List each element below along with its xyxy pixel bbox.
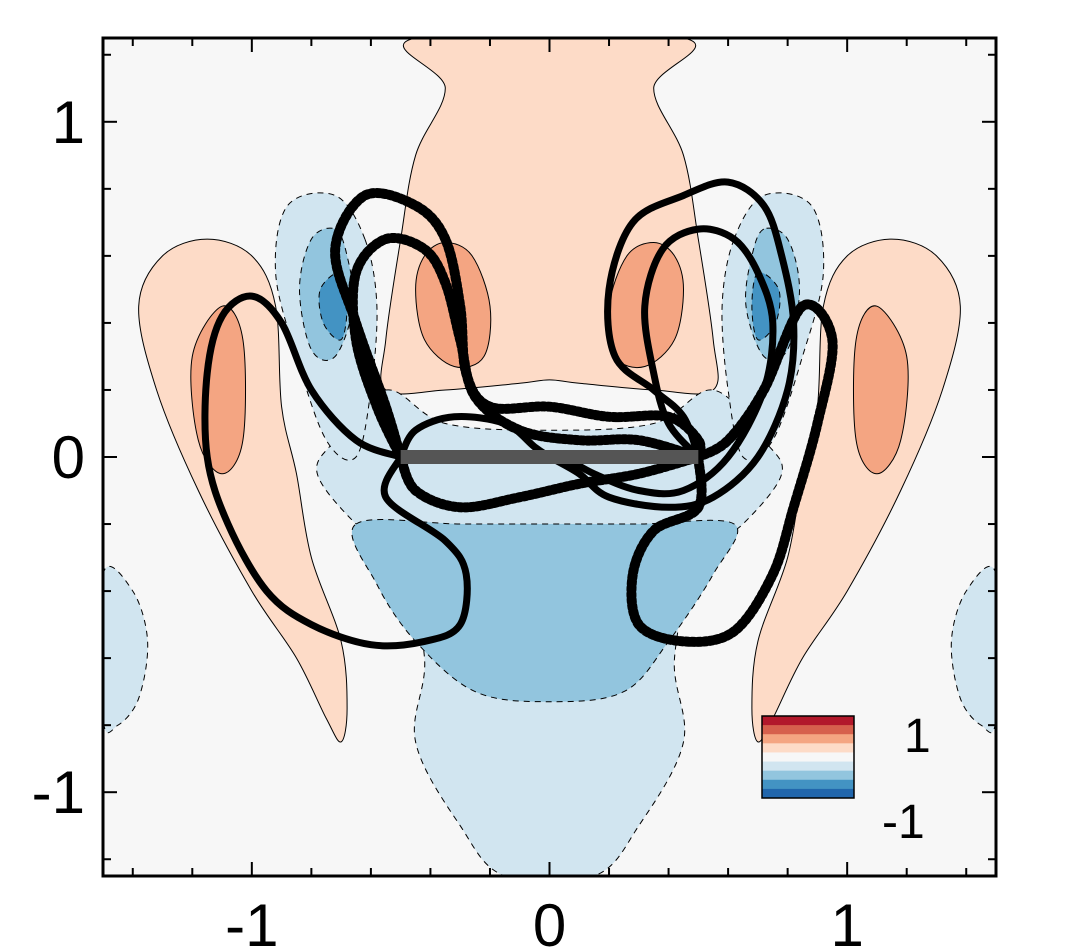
vortex-line-solid (201, 292, 471, 650)
vortex-lines (201, 178, 838, 650)
vortex-line-dashed (347, 233, 704, 462)
vortex-line-solid (560, 225, 777, 498)
colorbar-swatch (762, 734, 854, 744)
colorbar-swatch (762, 761, 854, 772)
y-tick-label: -1 (32, 759, 85, 826)
x-tick-label: -1 (225, 892, 278, 952)
vortex-line-solid (546, 178, 798, 511)
colorbar-swatch (762, 788, 854, 799)
x-tick-label: 1 (830, 892, 863, 952)
vortex-line-dashed (395, 452, 704, 513)
colorbar-min-label: -1 (882, 796, 925, 849)
vortex-line-dashed (626, 299, 838, 647)
vortex-line-solid (397, 413, 553, 461)
axis-ticks (103, 38, 996, 876)
colorbar-swatch (762, 716, 854, 726)
colorbar-swatch (762, 779, 854, 790)
contour-region-positive (852, 305, 909, 475)
contour-region-negative (103, 566, 149, 734)
y-tick-labels: -1 0 1 (32, 89, 85, 826)
colorbar-swatch (762, 743, 854, 753)
contour-region-negative (950, 566, 996, 734)
colorbar-legend: 1 -1 (761, 710, 931, 849)
x-tick-label: 0 (533, 892, 566, 952)
y-tick-label: 1 (52, 89, 85, 156)
colorbar-swatch (762, 770, 854, 781)
colorbar-swatch (762, 725, 854, 735)
colorbar-max-label: 1 (904, 710, 931, 763)
colorbar-swatch (762, 752, 854, 763)
y-tick-label: 0 (52, 424, 85, 491)
x-tick-labels: -1 0 1 (225, 892, 864, 952)
colorbar-frame (761, 715, 855, 799)
